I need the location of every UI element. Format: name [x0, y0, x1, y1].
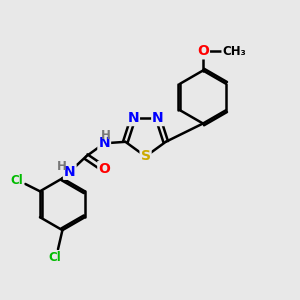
Text: Cl: Cl: [11, 175, 23, 188]
Text: CH₃: CH₃: [222, 45, 246, 58]
Text: H: H: [57, 160, 67, 173]
Text: N: N: [64, 165, 76, 179]
Text: O: O: [197, 44, 209, 58]
Text: S: S: [141, 149, 151, 164]
Text: Cl: Cl: [49, 251, 62, 264]
Text: H: H: [101, 129, 111, 142]
Text: N: N: [152, 111, 164, 125]
Text: N: N: [127, 111, 139, 125]
Text: O: O: [98, 162, 110, 176]
Text: N: N: [98, 136, 110, 150]
